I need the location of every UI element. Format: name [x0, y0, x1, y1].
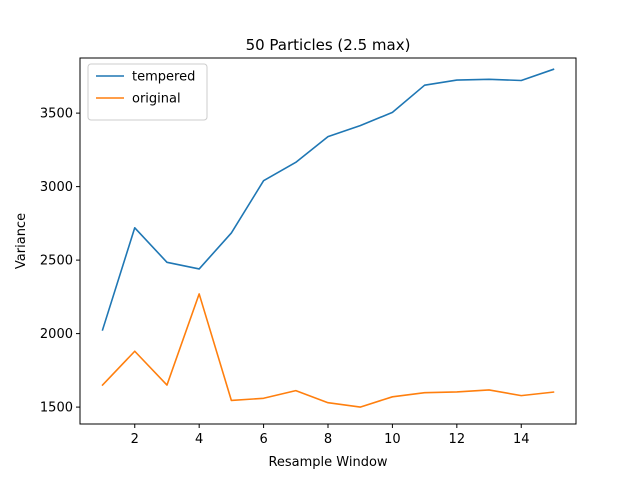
chart-title: 50 Particles (2.5 max) — [246, 36, 411, 54]
legend-box — [87, 63, 208, 121]
y-tick-label: 1500 — [40, 401, 73, 416]
legend-label-tempered: tempered — [132, 70, 195, 85]
x-tick-label: 12 — [449, 432, 466, 447]
x-axis-label: Resample Window — [268, 455, 387, 470]
legend: tempered original — [87, 63, 208, 121]
x-axis: 2 4 6 8 10 12 14 — [131, 424, 530, 447]
series-line-original — [101, 293, 555, 408]
y-tick-label: 2500 — [40, 254, 73, 269]
y-tick-label: 3000 — [40, 180, 73, 195]
series-line-tempered — [101, 68, 555, 331]
x-tick-label: 2 — [131, 432, 139, 447]
x-tick-label: 4 — [195, 432, 203, 447]
y-axis-label: Variance — [14, 213, 29, 269]
legend-label-original: original — [132, 92, 181, 107]
x-tick-label: 10 — [384, 432, 401, 447]
y-tick-label: 3500 — [40, 107, 73, 122]
plot-lines — [101, 68, 555, 408]
y-tick-label: 2000 — [40, 327, 73, 342]
x-tick-label: 8 — [324, 432, 332, 447]
y-axis: 1500 2000 2500 3000 3500 — [40, 107, 80, 416]
x-tick-label: 6 — [259, 432, 267, 447]
x-tick-label: 14 — [513, 432, 530, 447]
